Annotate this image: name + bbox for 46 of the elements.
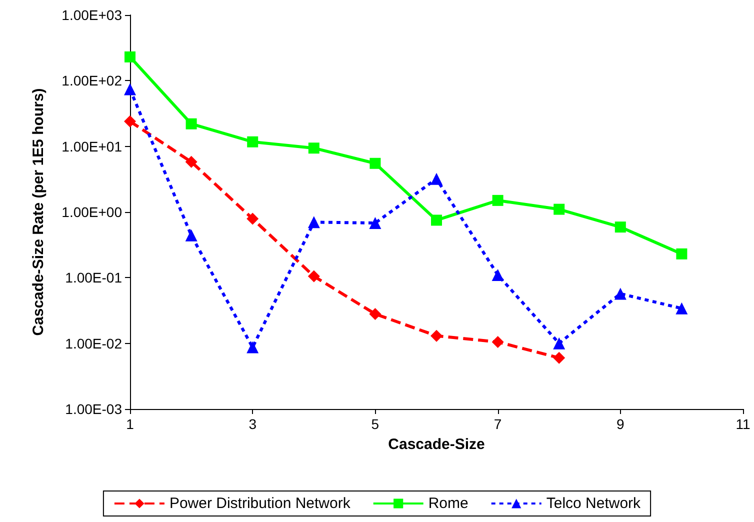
x-tick-label: 5 (371, 416, 380, 432)
x-tick-label: 9 (616, 416, 624, 432)
legend-label: Power Distribution Network (169, 495, 351, 512)
point (124, 51, 136, 62)
legend-label: Telco Network (546, 495, 642, 512)
point (369, 308, 382, 320)
y-tick-label: 1.00E+03 (62, 7, 122, 23)
point (246, 212, 259, 225)
point (430, 330, 442, 342)
point (430, 172, 442, 185)
y-tick-label: 1.00E+01 (62, 138, 122, 154)
x-tick-label: 7 (494, 416, 502, 432)
point (676, 248, 688, 260)
x-axis-title: Cascade-Size (388, 436, 485, 453)
point (370, 158, 381, 169)
point (124, 115, 136, 128)
point (185, 229, 198, 242)
y-tick-label: 1.00E-02 (65, 335, 122, 352)
x-tick-label: 3 (248, 416, 257, 432)
point (186, 118, 197, 130)
y-tick-label: 1.00E-01 (65, 270, 122, 286)
point (676, 302, 688, 314)
point (492, 268, 504, 281)
point (554, 204, 565, 215)
point (308, 270, 320, 282)
x-tick-label: 1 (126, 416, 134, 432)
point (492, 194, 504, 206)
point (369, 217, 382, 229)
point (308, 142, 320, 154)
x-tick-label: 11 (736, 416, 750, 432)
point (492, 336, 504, 348)
y-axis-title: Cascade-Size Rate (per 1E5 hours) (30, 88, 47, 336)
point (185, 156, 198, 168)
y-tick-label: 1.00E-03 (65, 401, 122, 417)
point (614, 288, 626, 300)
y-tick-label: 1.00E+02 (62, 72, 122, 89)
point (553, 337, 566, 350)
y-tick-label: 1.00E+00 (62, 204, 122, 220)
point (614, 222, 626, 233)
point (431, 214, 442, 226)
point (124, 83, 136, 96)
point (308, 216, 320, 228)
point (553, 352, 566, 364)
point (247, 136, 258, 148)
legend-label: Rome (428, 495, 468, 512)
point (246, 341, 259, 354)
